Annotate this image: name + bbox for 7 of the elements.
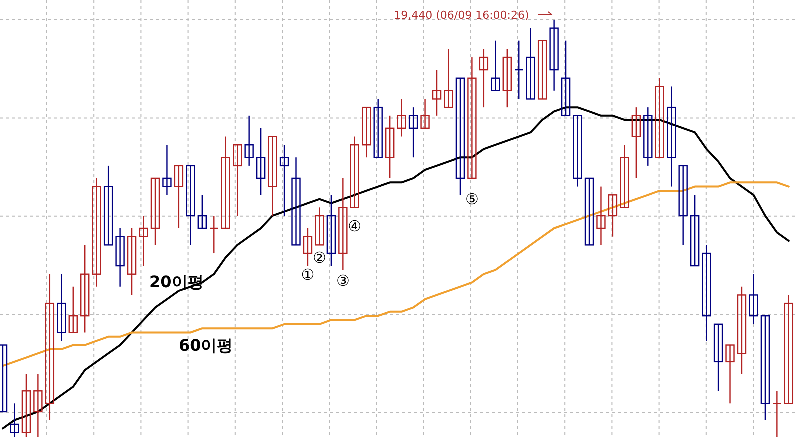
annotation: ② [312, 249, 326, 268]
annotation: ④ [348, 218, 362, 236]
annotation: 19,440 (06/09 16:00:26) [394, 9, 530, 22]
series-label: 60이평 [178, 336, 234, 355]
annotation: ⑤ [465, 190, 479, 208]
annotation: ① [301, 266, 315, 284]
annotation: ③ [336, 272, 350, 290]
